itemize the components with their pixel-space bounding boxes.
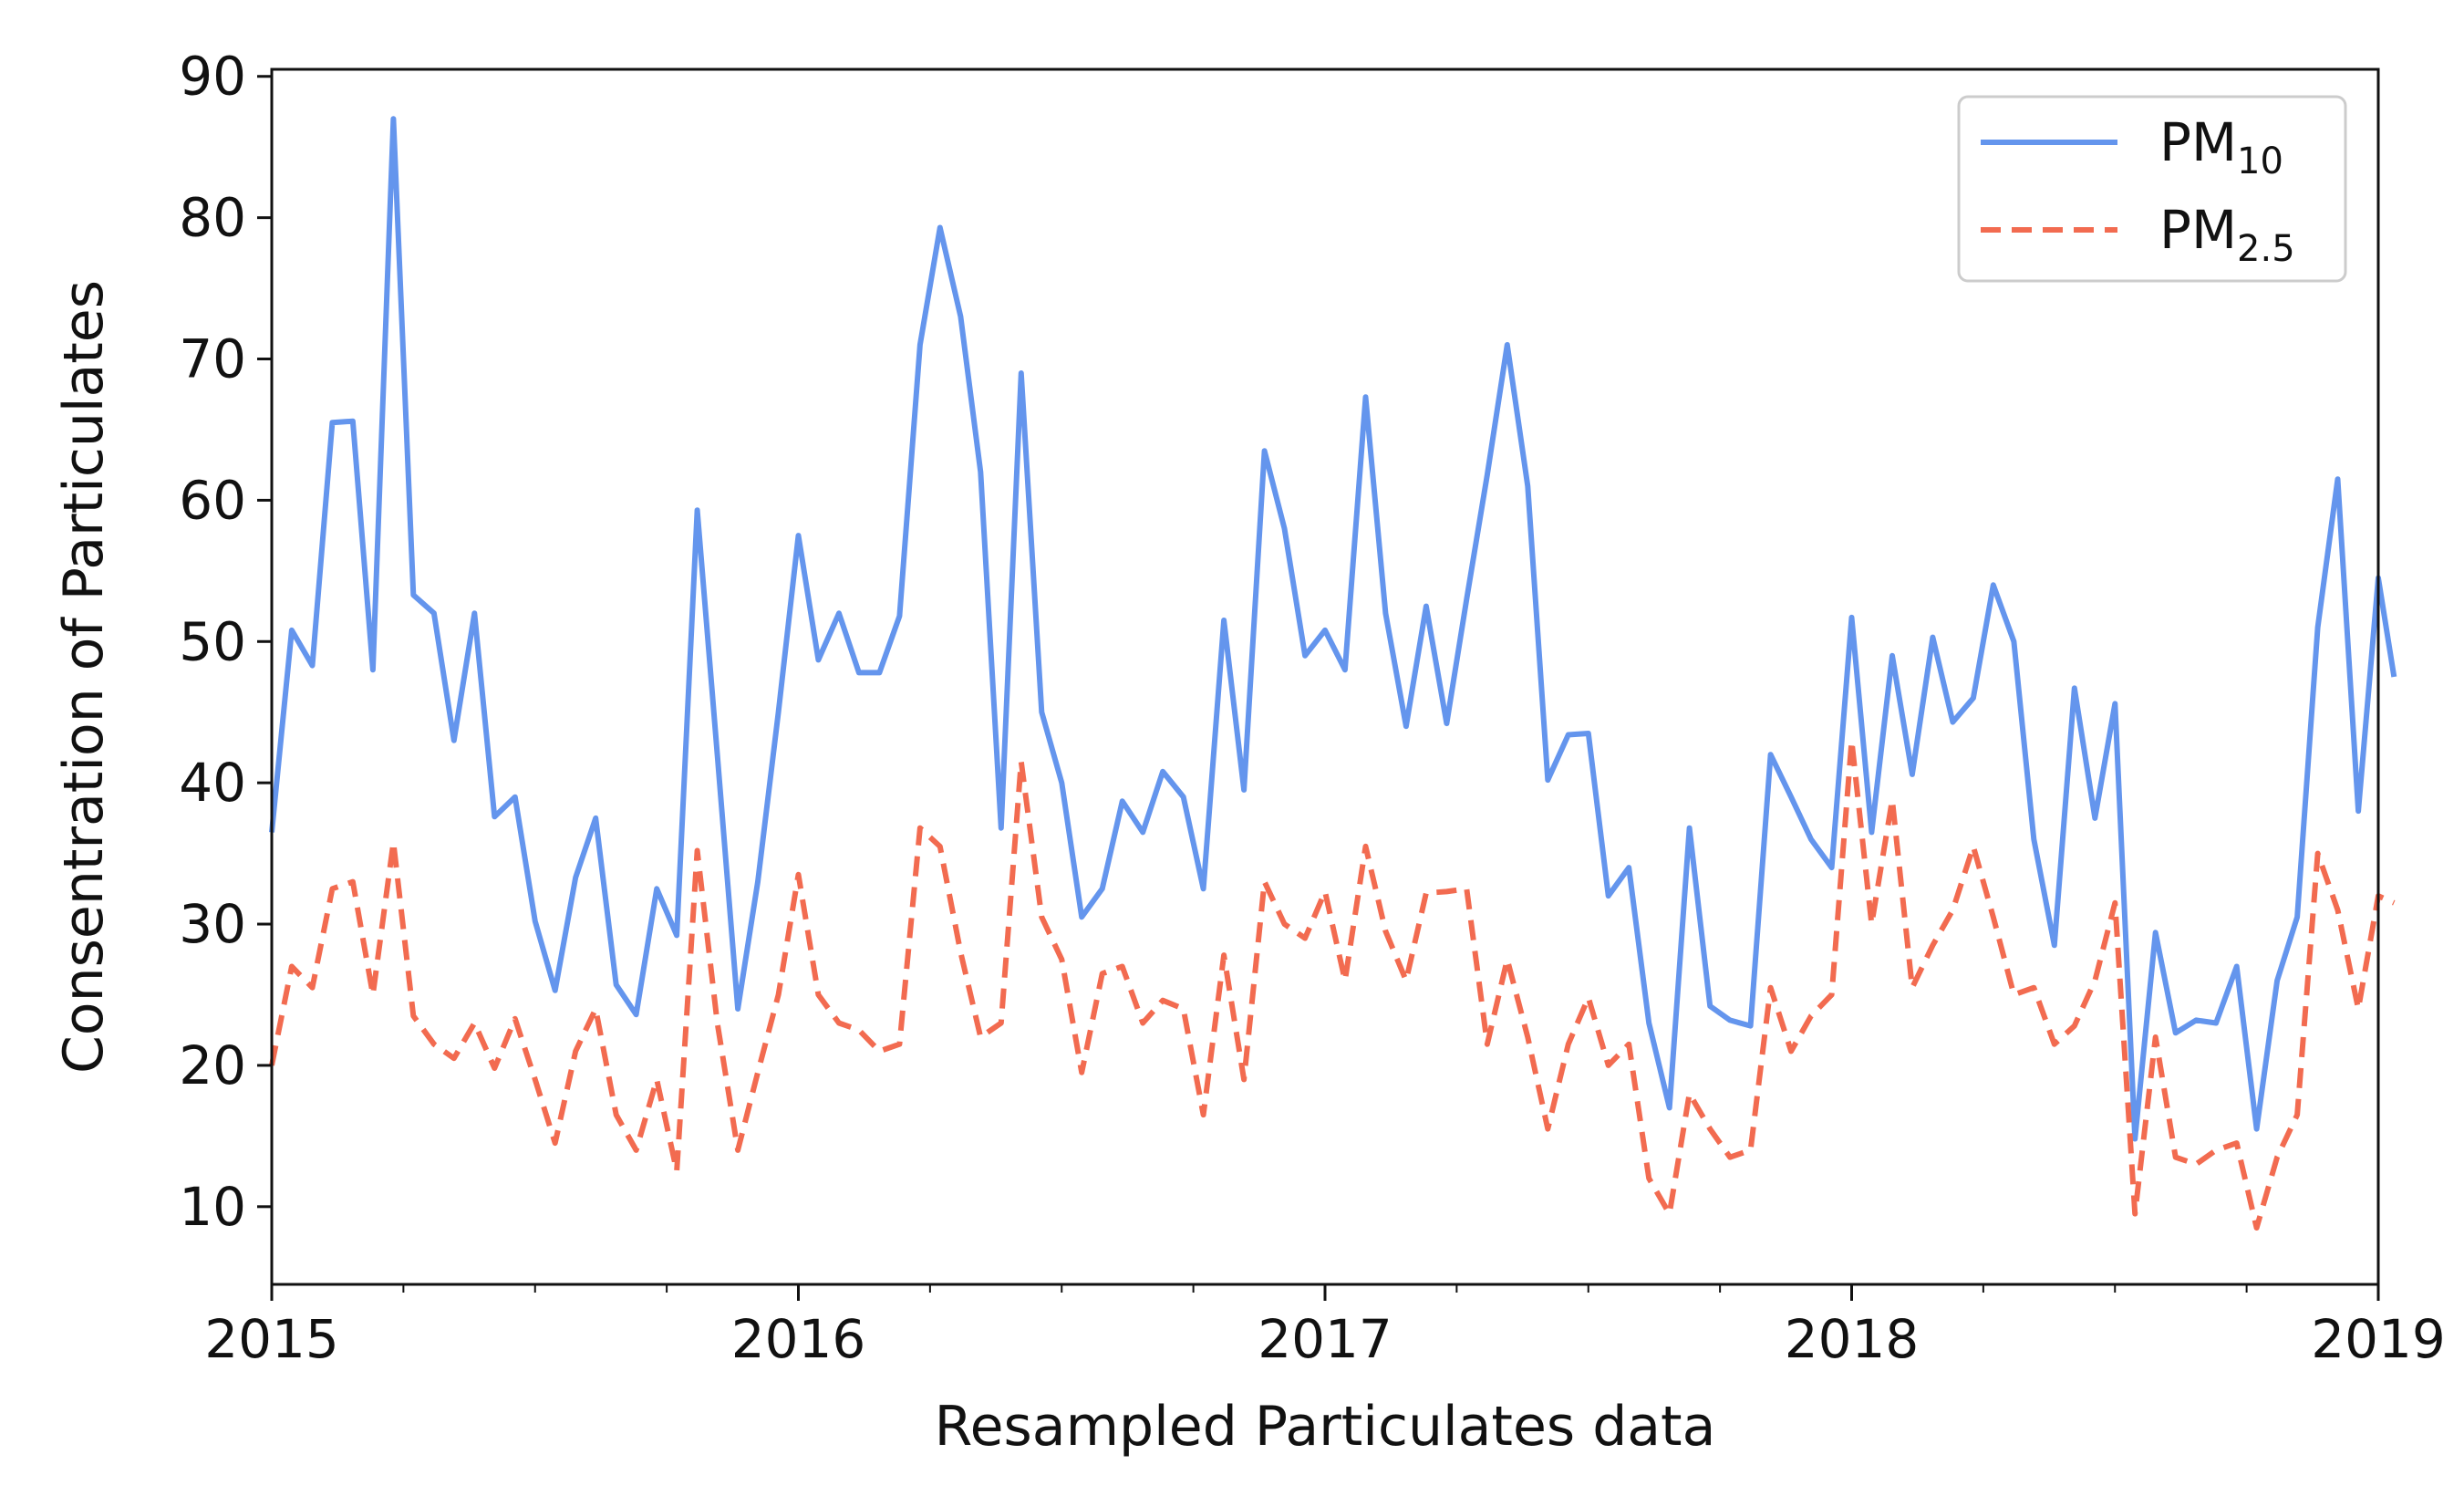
y-tick-label: 90 bbox=[179, 46, 246, 108]
legend-label-pm10-sub: 10 bbox=[2237, 140, 2283, 182]
x-tick-label: 2019 bbox=[2311, 1308, 2446, 1370]
legend-label-pm25-main: PM bbox=[2159, 199, 2237, 261]
x-tick-label: 2016 bbox=[731, 1308, 866, 1370]
y-tick-label: 70 bbox=[179, 328, 246, 390]
legend-label-pm10-main: PM bbox=[2159, 111, 2237, 173]
legend: PM10 PM2.5 bbox=[1957, 95, 2347, 283]
y-axis: 10 20 30 40 50 60 70 80 90 bbox=[179, 46, 272, 1238]
y-tick-label: 30 bbox=[179, 893, 246, 955]
x-axis: 2015 2016 2017 2018 2019 bbox=[204, 1284, 2446, 1370]
y-tick-label: 80 bbox=[179, 187, 246, 249]
y-tick-label: 10 bbox=[179, 1176, 246, 1238]
y-tick-label: 40 bbox=[179, 752, 246, 814]
legend-label-pm10: PM10 bbox=[2159, 111, 2283, 182]
x-tick-label: 2017 bbox=[1258, 1308, 1392, 1370]
x-tick-label: 2018 bbox=[1785, 1308, 1920, 1370]
legend-label-pm25: PM2.5 bbox=[2159, 199, 2295, 270]
x-axis-label: Resampled Particulates data bbox=[935, 1395, 1716, 1459]
series-line-pm10 bbox=[269, 116, 2397, 1142]
y-axis-label: Consentration of Particulates bbox=[52, 280, 116, 1074]
y-tick-label: 50 bbox=[179, 610, 246, 672]
y-tick-label: 60 bbox=[179, 469, 246, 531]
y-tick-label: 20 bbox=[179, 1034, 246, 1096]
series-layer bbox=[269, 116, 2397, 1231]
series-line-pm25 bbox=[269, 737, 2396, 1231]
legend-label-pm25-sub: 2.5 bbox=[2237, 228, 2295, 270]
x-tick-label: 2015 bbox=[204, 1308, 339, 1370]
